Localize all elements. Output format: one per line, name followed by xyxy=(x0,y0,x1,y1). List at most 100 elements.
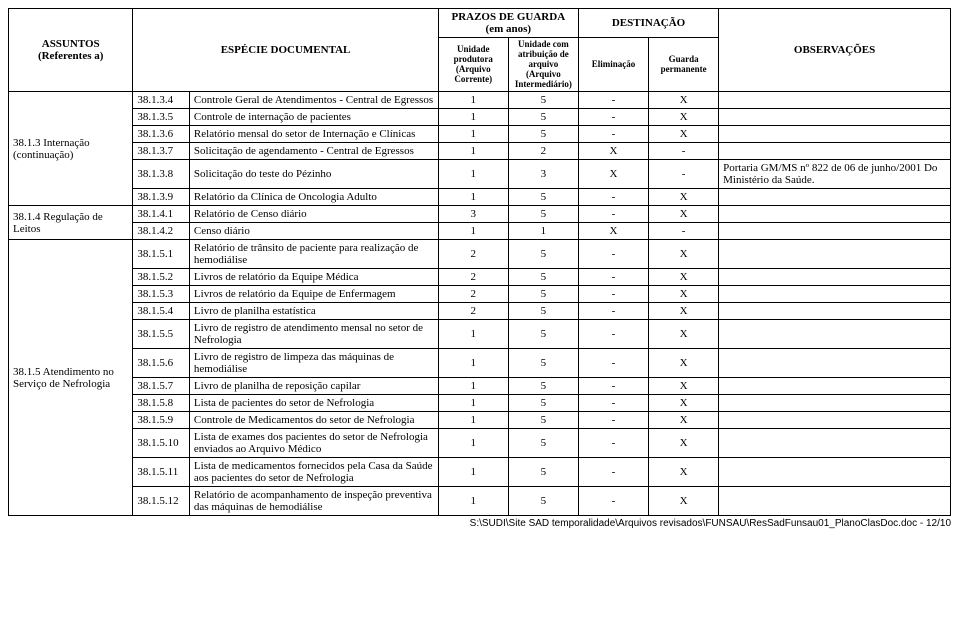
elimination-cell: - xyxy=(578,429,648,458)
elimination-cell: X xyxy=(578,143,648,160)
permanent-cell: X xyxy=(649,320,719,349)
permanent-cell: - xyxy=(649,160,719,189)
doc-cell: Livro de planilha estatística xyxy=(189,303,438,320)
permanent-cell: X xyxy=(649,303,719,320)
obs-cell xyxy=(719,429,951,458)
obs-cell xyxy=(719,320,951,349)
obs-cell xyxy=(719,412,951,429)
code-cell: 38.1.3.9 xyxy=(133,189,190,206)
intermediate-cell: 5 xyxy=(508,206,578,223)
producer-cell: 1 xyxy=(438,189,508,206)
code-cell: 38.1.5.3 xyxy=(133,286,190,303)
obs-cell xyxy=(719,269,951,286)
elimination-cell: - xyxy=(578,126,648,143)
permanent-cell: X xyxy=(649,126,719,143)
intermediate-cell: 5 xyxy=(508,378,578,395)
permanent-cell: X xyxy=(649,240,719,269)
elimination-cell: X xyxy=(578,223,648,240)
doc-cell: Controle de internação de pacientes xyxy=(189,109,438,126)
code-cell: 38.1.3.8 xyxy=(133,160,190,189)
intermediate-cell: 5 xyxy=(508,92,578,109)
th-producer: Unidade produtora (Arquivo Corrente) xyxy=(438,38,508,92)
permanent-cell: X xyxy=(649,189,719,206)
code-cell: 38.1.4.2 xyxy=(133,223,190,240)
doc-cell: Livro de registro de limpeza das máquina… xyxy=(189,349,438,378)
obs-cell xyxy=(719,240,951,269)
table-row: 38.1.5.7Livro de planilha de reposição c… xyxy=(9,378,951,395)
intermediate-cell: 5 xyxy=(508,487,578,516)
elimination-cell: - xyxy=(578,320,648,349)
obs-cell xyxy=(719,286,951,303)
obs-cell xyxy=(719,349,951,378)
permanent-cell: X xyxy=(649,286,719,303)
table-row: 38.1.5.3Livros de relatório da Equipe de… xyxy=(9,286,951,303)
elimination-cell: - xyxy=(578,92,648,109)
intermediate-cell: 3 xyxy=(508,160,578,189)
table-row: 38.1.3.5Controle de internação de pacien… xyxy=(9,109,951,126)
elimination-cell: - xyxy=(578,189,648,206)
table-row: 38.1.5.8Lista de pacientes do setor de N… xyxy=(9,395,951,412)
permanent-cell: X xyxy=(649,269,719,286)
table-row: 38.1.3.7Solicitação de agendamento - Cen… xyxy=(9,143,951,160)
doc-cell: Livro de registro de atendimento mensal … xyxy=(189,320,438,349)
table-row: 38.1.5.9Controle de Medicamentos do seto… xyxy=(9,412,951,429)
producer-cell: 1 xyxy=(438,160,508,189)
doc-cell: Relatório mensal do setor de Internação … xyxy=(189,126,438,143)
obs-cell xyxy=(719,303,951,320)
th-obs: OBSERVAÇÕES xyxy=(719,9,951,92)
producer-cell: 2 xyxy=(438,286,508,303)
elimination-cell: - xyxy=(578,240,648,269)
obs-cell xyxy=(719,109,951,126)
intermediate-cell: 5 xyxy=(508,349,578,378)
permanent-cell: X xyxy=(649,412,719,429)
doc-cell: Relatório de trânsito de paciente para r… xyxy=(189,240,438,269)
code-cell: 38.1.3.5 xyxy=(133,109,190,126)
elimination-cell: - xyxy=(578,349,648,378)
producer-cell: 1 xyxy=(438,92,508,109)
obs-cell xyxy=(719,378,951,395)
code-cell: 38.1.3.7 xyxy=(133,143,190,160)
doc-cell: Solicitação de agendamento - Central de … xyxy=(189,143,438,160)
obs-cell xyxy=(719,189,951,206)
code-cell: 38.1.5.6 xyxy=(133,349,190,378)
producer-cell: 2 xyxy=(438,269,508,286)
producer-cell: 2 xyxy=(438,303,508,320)
elimination-cell: - xyxy=(578,286,648,303)
table-row: 38.1.4 Regulação de Leitos38.1.4.1Relató… xyxy=(9,206,951,223)
retention-table: ASSUNTOS (Referentes a) ESPÉCIE DOCUMENT… xyxy=(8,8,951,516)
code-cell: 38.1.5.11 xyxy=(133,458,190,487)
code-cell: 38.1.5.7 xyxy=(133,378,190,395)
table-row: 38.1.5.11Lista de medicamentos fornecido… xyxy=(9,458,951,487)
producer-cell: 1 xyxy=(438,458,508,487)
producer-cell: 1 xyxy=(438,395,508,412)
intermediate-cell: 5 xyxy=(508,320,578,349)
table-row: 38.1.5.4Livro de planilha estatística25-… xyxy=(9,303,951,320)
doc-cell: Relatório da Clínica de Oncologia Adulto xyxy=(189,189,438,206)
th-retention: PRAZOS DE GUARDA (em anos) xyxy=(438,9,578,38)
permanent-cell: X xyxy=(649,349,719,378)
producer-cell: 3 xyxy=(438,206,508,223)
permanent-cell: X xyxy=(649,92,719,109)
producer-cell: 1 xyxy=(438,349,508,378)
doc-cell: Lista de pacientes do setor de Nefrologi… xyxy=(189,395,438,412)
intermediate-cell: 5 xyxy=(508,395,578,412)
intermediate-cell: 5 xyxy=(508,286,578,303)
subject-cell: 38.1.5 Atendimento no Serviço de Nefrolo… xyxy=(9,240,133,516)
obs-cell xyxy=(719,458,951,487)
producer-cell: 1 xyxy=(438,126,508,143)
permanent-cell: X xyxy=(649,458,719,487)
producer-cell: 1 xyxy=(438,223,508,240)
intermediate-cell: 1 xyxy=(508,223,578,240)
intermediate-cell: 5 xyxy=(508,412,578,429)
permanent-cell: X xyxy=(649,206,719,223)
intermediate-cell: 5 xyxy=(508,240,578,269)
permanent-cell: - xyxy=(649,143,719,160)
footer-path: S:\SUDI\Site SAD temporalidade\Arquivos … xyxy=(8,518,951,529)
th-destination: DESTINAÇÃO xyxy=(578,9,718,38)
th-doctype: ESPÉCIE DOCUMENTAL xyxy=(133,9,438,92)
code-cell: 38.1.5.2 xyxy=(133,269,190,286)
code-cell: 38.1.5.12 xyxy=(133,487,190,516)
producer-cell: 1 xyxy=(438,429,508,458)
obs-cell xyxy=(719,143,951,160)
table-row: 38.1.4.2Censo diário11X- xyxy=(9,223,951,240)
